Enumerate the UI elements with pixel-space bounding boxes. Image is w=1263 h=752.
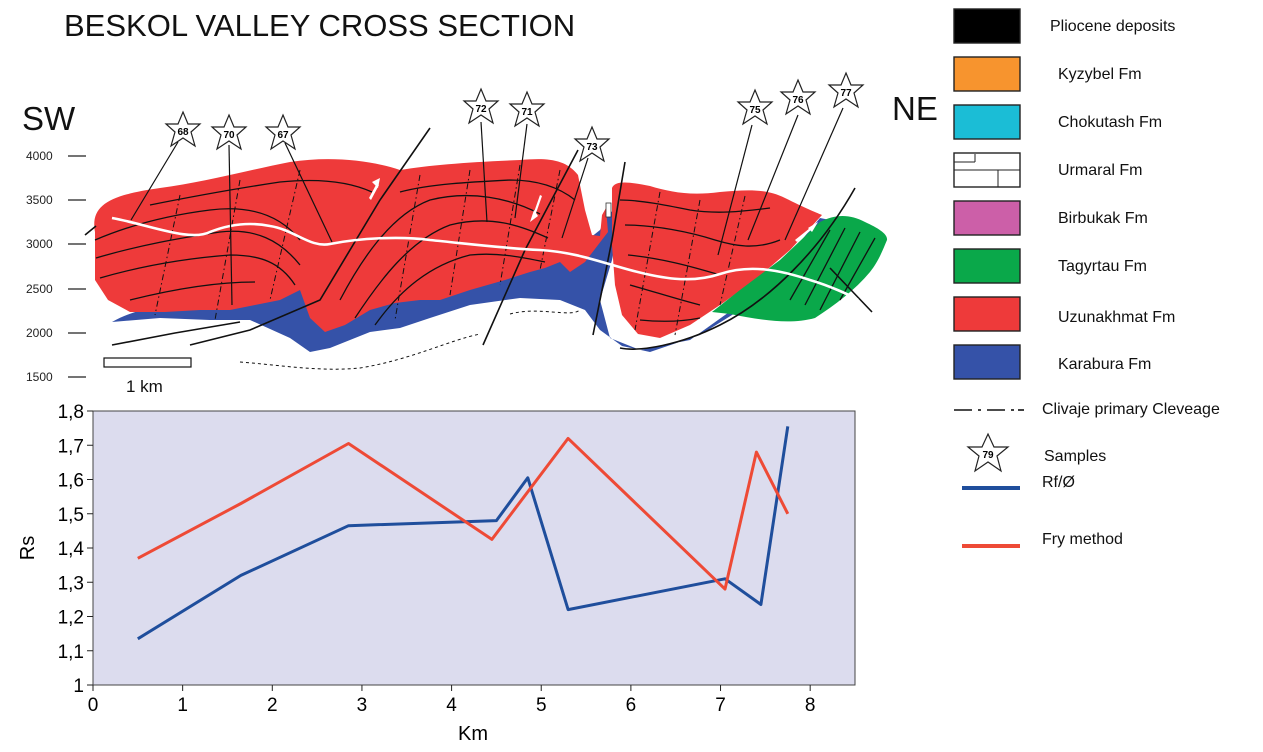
direction-sw: SW bbox=[22, 100, 76, 137]
x-tick-label: 2 bbox=[267, 695, 278, 716]
sample-marker-71: 71 bbox=[508, 90, 546, 219]
x-tick-label: 8 bbox=[805, 695, 816, 716]
x-tick-label: 1 bbox=[177, 695, 188, 716]
sample-label-77: 77 bbox=[840, 88, 852, 99]
x-tick-label: 7 bbox=[715, 695, 726, 716]
elev-tick-2500: 2500 bbox=[26, 282, 53, 296]
x-tick-label: 5 bbox=[536, 695, 547, 716]
x-axis-label: Km bbox=[458, 723, 488, 745]
y-axis-ticks: 1 1,1 1,2 1,3 1,4 1,5 1,6 1,7 1,8 bbox=[58, 402, 93, 697]
elev-tick-2000: 2000 bbox=[26, 326, 53, 340]
legend-swatch bbox=[953, 104, 1021, 140]
legend-swatch bbox=[953, 200, 1021, 236]
uzunakhmat-west-block bbox=[94, 159, 608, 332]
legend-swatch bbox=[953, 56, 1021, 92]
legend-label-pliocene: Pliocene deposits bbox=[1050, 18, 1176, 35]
y-tick-label: 1,3 bbox=[58, 573, 84, 594]
sample-marker-75: 75 bbox=[717, 88, 774, 256]
sample-label-68: 68 bbox=[177, 127, 189, 138]
legend-swatch bbox=[953, 344, 1021, 380]
x-axis-ticks: 0 1 2 3 4 5 6 7 8 bbox=[88, 685, 816, 716]
section-title: BESKOL VALLEY CROSS SECTION bbox=[64, 8, 575, 43]
samples-legend-star-number: 79 bbox=[982, 450, 994, 461]
subsurface-dashed-line bbox=[239, 309, 581, 370]
y-tick-label: 1,1 bbox=[58, 642, 84, 663]
y-tick-label: 1,6 bbox=[58, 471, 84, 492]
direction-ne: NE bbox=[892, 90, 938, 127]
legend-graphics: 79 bbox=[953, 8, 1024, 548]
x-tick-label: 6 bbox=[626, 695, 637, 716]
scale-bar: 1 km bbox=[103, 357, 192, 396]
plot-area bbox=[92, 410, 856, 686]
urmaral-brick-pattern bbox=[954, 154, 1020, 187]
y-tick-label: 1,8 bbox=[58, 402, 84, 423]
legend-swatch bbox=[953, 296, 1021, 332]
y-tick-label: 1 bbox=[73, 676, 84, 697]
legend-label-karabura: Karabura Fm bbox=[1058, 356, 1152, 373]
elev-tick-3000: 3000 bbox=[26, 237, 53, 251]
scale-bar-box bbox=[103, 357, 192, 368]
fault-arrow-2 bbox=[530, 195, 542, 222]
sample-marker-72: 72 bbox=[462, 87, 500, 223]
legend-swatches bbox=[953, 8, 1021, 380]
chart-series bbox=[137, 426, 790, 641]
elev-tick-4000: 4000 bbox=[26, 149, 53, 163]
legend-label-kyzybel: Kyzybel Fm bbox=[1058, 66, 1142, 83]
legend-label-chokutash: Chokutash Fm bbox=[1058, 114, 1163, 131]
sample-label-70: 70 bbox=[223, 130, 235, 141]
sample-label-73: 73 bbox=[586, 142, 598, 153]
fry-series-line bbox=[137, 436, 790, 591]
sample-marker-76: 76 bbox=[747, 78, 817, 241]
x-tick-label: 4 bbox=[446, 695, 457, 716]
sample-label-75: 75 bbox=[749, 105, 761, 116]
legend-label-tagyrtau: Tagyrtau Fm bbox=[1058, 258, 1147, 275]
y-tick-label: 1,5 bbox=[58, 505, 84, 526]
legend-label-urmaral: Urmaral Fm bbox=[1058, 162, 1143, 179]
topographic-profile bbox=[111, 216, 859, 302]
cross-section: BESKOL VALLEY CROSS SECTION SW NE 4000 3… bbox=[22, 8, 938, 396]
legend-label-cleavage: Clivaje primary Cleveage bbox=[1042, 401, 1220, 418]
y-tick-label: 1,2 bbox=[58, 608, 84, 629]
uzunakhmat-east-block bbox=[612, 182, 822, 338]
elev-tick-3500: 3500 bbox=[26, 193, 53, 207]
legend-label-uzunakhmat: Uzunakhmat Fm bbox=[1058, 309, 1176, 326]
sample-label-67: 67 bbox=[277, 130, 289, 141]
sample-marker-77: 77 bbox=[784, 71, 865, 241]
legend-label-rf: Rf/Ø bbox=[1042, 474, 1075, 491]
fault-arrow-1 bbox=[369, 178, 380, 200]
sample-label-71: 71 bbox=[521, 107, 533, 118]
scale-bar-label: 1 km bbox=[126, 377, 163, 396]
y-tick-label: 1,7 bbox=[58, 436, 84, 457]
fault-arrow-3 bbox=[795, 222, 818, 242]
sample-marker-70: 70 bbox=[210, 113, 248, 306]
x-tick-label: 0 bbox=[88, 695, 99, 716]
cleavage-lines bbox=[154, 164, 746, 336]
strata-lines bbox=[94, 179, 876, 326]
elevation-axis: 4000 3500 3000 2500 2000 1500 bbox=[26, 149, 86, 384]
legend-swatch bbox=[953, 8, 1021, 44]
rf-series-line bbox=[137, 426, 790, 641]
sample-label-76: 76 bbox=[792, 95, 804, 106]
y-tick-label: 1,4 bbox=[58, 539, 85, 560]
legend-label-fry: Fry method bbox=[1042, 531, 1123, 548]
sample-marker-67: 67 bbox=[264, 113, 333, 243]
sample-marker-73: 73 bbox=[561, 125, 611, 239]
sample-label-72: 72 bbox=[475, 104, 487, 115]
sample-marker-68: 68 bbox=[130, 110, 202, 221]
legend-swatch bbox=[953, 248, 1021, 284]
y-axis-label: Rs bbox=[17, 536, 39, 560]
fault-motion-arrows bbox=[369, 178, 818, 242]
elev-tick-1500: 1500 bbox=[26, 370, 53, 384]
samples-legend-star-icon: 79 bbox=[966, 432, 1010, 473]
x-tick-label: 3 bbox=[357, 695, 368, 716]
legend-label-samples: Samples bbox=[1044, 448, 1107, 465]
legend-label-birbukak: Birbukak Fm bbox=[1058, 210, 1148, 227]
sample-markers: 68 70 67 72 71 bbox=[130, 71, 865, 306]
